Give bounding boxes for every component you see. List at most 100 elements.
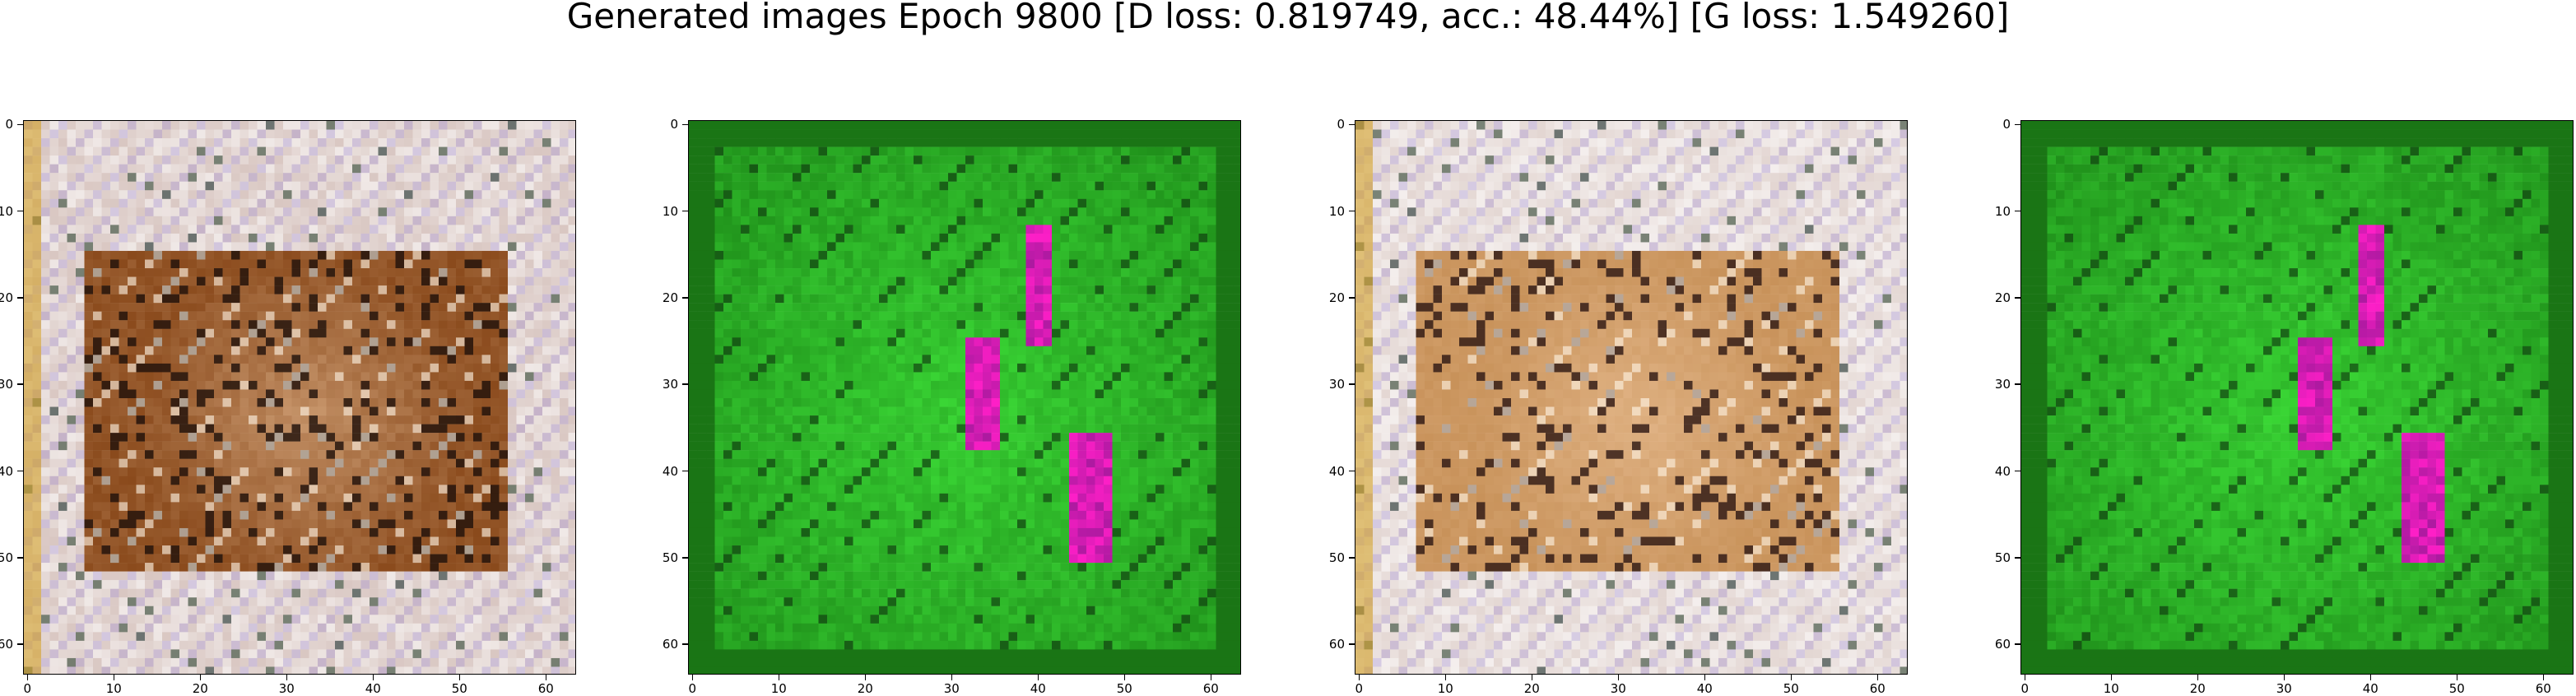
image-pixel [222, 545, 232, 554]
image-pixel [499, 632, 509, 642]
image-pixel [128, 389, 137, 399]
image-pixel [214, 363, 223, 373]
image-pixel [76, 588, 85, 598]
image-pixel [352, 493, 361, 503]
image-pixel [525, 268, 534, 277]
image-pixel [508, 580, 517, 589]
image-pixel [153, 649, 163, 659]
image-pixel [525, 415, 534, 425]
image-pixel [153, 372, 163, 382]
image-pixel [378, 372, 388, 382]
image-pixel [689, 121, 698, 130]
image-pixel [326, 657, 336, 667]
image-pixel [291, 623, 301, 633]
image-pixel [110, 571, 119, 581]
image-pixel [352, 250, 361, 260]
image-pixel [723, 173, 732, 182]
image-pixel [335, 242, 344, 252]
image-pixel [283, 389, 292, 399]
image-pixel [525, 433, 534, 442]
image-pixel [291, 441, 301, 451]
image-pixel [197, 164, 206, 174]
image-pixel [689, 164, 698, 174]
image-pixel [162, 623, 171, 633]
image-pixel [266, 458, 275, 468]
image-pixel [1017, 190, 1026, 199]
image-pixel [119, 355, 128, 364]
image-pixel [283, 190, 292, 199]
image-pixel [533, 155, 543, 165]
image-pixel [430, 164, 439, 174]
image-pixel [1000, 233, 1009, 243]
image-pixel [1138, 190, 1147, 199]
image-pixel [568, 657, 575, 667]
image-pixel [170, 632, 180, 642]
image-pixel [508, 571, 517, 581]
image-pixel [1043, 164, 1053, 174]
image-pixel [162, 571, 171, 581]
image-pixel [516, 355, 526, 364]
image-pixel [775, 155, 784, 165]
image-pixel [360, 649, 370, 659]
image-pixel [387, 146, 396, 156]
image-pixel [1181, 173, 1191, 182]
image-pixel [491, 588, 500, 598]
image-pixel [542, 138, 551, 147]
image-pixel [447, 649, 457, 659]
image-pixel [439, 216, 448, 225]
image-pixel [360, 398, 370, 407]
image-pixel [499, 666, 509, 674]
image-pixel [76, 155, 85, 165]
image-pixel [491, 406, 500, 416]
image-pixel [153, 207, 163, 217]
image-pixel [516, 424, 526, 434]
image-pixel [499, 216, 509, 225]
image-pixel [145, 173, 154, 182]
image-pixel [1198, 181, 1208, 191]
image-pixel [291, 198, 301, 208]
image-pixel [110, 242, 119, 252]
image-pixel [128, 476, 137, 485]
image-pixel [32, 155, 42, 165]
image-pixel [360, 433, 370, 442]
image-pixel [412, 320, 422, 329]
image-pixel [378, 216, 388, 225]
image-pixel [318, 268, 327, 277]
image-pixel [145, 276, 154, 286]
image-pixel [481, 250, 491, 260]
image-pixel [188, 207, 198, 217]
image-pixel [93, 146, 102, 156]
image-pixel [827, 181, 836, 191]
image-pixel [456, 527, 465, 537]
image-pixel [188, 571, 198, 581]
image-pixel [101, 545, 111, 554]
image-pixel [412, 181, 422, 191]
image-pixel [395, 372, 405, 382]
image-pixel [1008, 129, 1018, 139]
image-pixel [370, 121, 379, 130]
image-pixel [136, 146, 146, 156]
image-pixel [404, 121, 413, 130]
image-pixel [41, 146, 50, 156]
image-pixel [378, 623, 388, 633]
image-pixel [300, 276, 309, 286]
image-pixel [568, 173, 575, 182]
image-pixel [439, 649, 448, 659]
image-pixel [153, 588, 163, 598]
image-pixel [93, 164, 102, 174]
image-pixel [335, 146, 344, 156]
image-pixel [360, 337, 370, 347]
image-pixel [421, 294, 430, 304]
image-pixel [93, 545, 102, 554]
image-pixel [179, 320, 188, 329]
image-pixel [360, 250, 370, 260]
image-pixel [128, 580, 137, 589]
image-pixel [197, 355, 206, 364]
image-pixel [421, 276, 430, 286]
image-pixel [533, 242, 543, 252]
image-pixel [41, 303, 50, 312]
image-pixel [551, 129, 560, 139]
image-pixel [49, 242, 59, 252]
image-pixel [516, 250, 526, 260]
image-pixel [188, 190, 198, 199]
